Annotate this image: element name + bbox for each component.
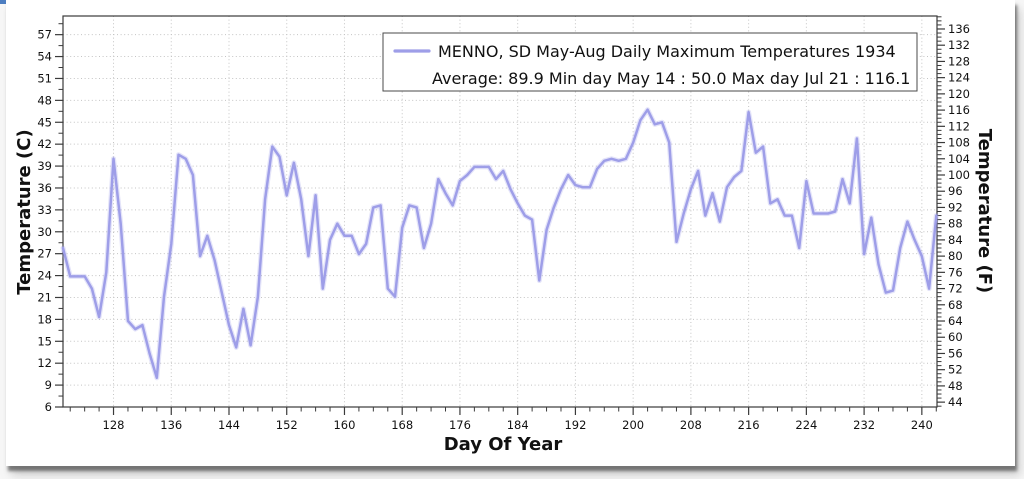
temperature-series-glow <box>60 107 939 381</box>
y-tick-label-f: 104 <box>948 152 970 166</box>
y-tick-label-c: 51 <box>37 71 52 85</box>
y-tick-label-c: 30 <box>37 225 52 239</box>
x-tick-label: 184 <box>507 418 529 432</box>
x-tick-label: 160 <box>333 418 355 432</box>
x-tick-label: 144 <box>218 418 240 432</box>
x-tick-label: 192 <box>564 418 586 432</box>
y-tick-label-f: 52 <box>948 363 963 377</box>
y-tick-label-f: 108 <box>948 136 970 150</box>
y-tick-label-c: 12 <box>37 356 52 370</box>
y-tick-label-f: 124 <box>948 71 970 85</box>
x-tick-label: 200 <box>622 418 644 432</box>
x-axis-title: Day Of Year <box>444 434 563 455</box>
x-tick-label: 240 <box>911 418 933 432</box>
y-tick-label-f: 92 <box>948 200 963 214</box>
axis-ticks <box>55 16 945 415</box>
y-tick-label-f: 76 <box>948 265 963 279</box>
y-tick-label-f: 56 <box>948 346 963 360</box>
y-tick-label-f: 68 <box>948 298 963 312</box>
y-tick-label-c: 27 <box>37 247 52 261</box>
y-tick-label-c: 9 <box>45 378 52 392</box>
y-tick-label-f: 60 <box>948 330 963 344</box>
y-axis-title-left: Temperature (C) <box>14 129 35 294</box>
x-tick-label: 216 <box>738 418 760 432</box>
y-tick-label-f: 88 <box>948 217 963 231</box>
y-tick-label-c: 18 <box>37 312 52 326</box>
y-tick-label-f: 116 <box>948 103 970 117</box>
y-axis-title-right: Temperature (F) <box>974 129 995 294</box>
data-line <box>60 107 939 381</box>
y-tick-label-c: 57 <box>37 28 52 42</box>
axis-tick-labels: 128 136 144 152 160 168 176 184 192 200 208 216 224 2… <box>37 22 970 432</box>
x-tick-label: 152 <box>276 418 298 432</box>
y-tick-label-c: 6 <box>45 400 52 414</box>
y-tick-label-c: 45 <box>37 115 52 129</box>
legend-box <box>382 32 918 92</box>
y-tick-label-f: 48 <box>948 379 963 393</box>
x-tick-label: 232 <box>853 418 875 432</box>
y-tick-label-f: 44 <box>948 395 963 409</box>
y-tick-label-f: 128 <box>948 54 970 68</box>
y-tick-label-f: 132 <box>948 38 970 52</box>
temperature-series <box>61 108 938 380</box>
y-tick-label-c: 42 <box>37 137 52 151</box>
y-tick-label-c: 15 <box>37 334 52 348</box>
y-tick-label-c: 21 <box>37 290 52 304</box>
y-tick-label-f: 96 <box>948 184 963 198</box>
y-tick-label-f: 120 <box>948 87 970 101</box>
y-tick-label-c: 54 <box>37 50 52 64</box>
x-tick-label: 136 <box>160 418 182 432</box>
y-tick-label-f: 112 <box>948 119 970 133</box>
y-tick-label-c: 33 <box>37 203 52 217</box>
y-tick-label-f: 80 <box>948 249 963 263</box>
y-tick-label-c: 36 <box>37 181 52 195</box>
x-tick-label: 176 <box>449 418 471 432</box>
legend: MENNO, SD May-Aug Daily Maximum Temperat… <box>382 32 918 92</box>
y-tick-label-f: 72 <box>948 282 963 296</box>
chart-card: 128 136 144 152 160 168 176 184 192 200 208 216 224 2… <box>6 0 1015 466</box>
y-tick-label-c: 24 <box>37 269 52 283</box>
temperature-line-chart: 128 136 144 152 160 168 176 184 192 200 208 216 224 2… <box>14 15 995 455</box>
x-tick-label: 128 <box>103 418 125 432</box>
y-tick-label-f: 136 <box>948 22 970 36</box>
y-tick-label-c: 39 <box>37 159 52 173</box>
x-tick-label: 168 <box>391 418 413 432</box>
legend-stats-label: Average: 89.9 Min day May 14 : 50.0 Max … <box>432 69 910 88</box>
x-tick-label: 224 <box>795 418 817 432</box>
legend-series-label: MENNO, SD May-Aug Daily Maximum Temperat… <box>438 42 896 61</box>
x-tick-label: 208 <box>680 418 702 432</box>
y-tick-label-f: 100 <box>948 168 970 182</box>
y-tick-label-f: 64 <box>948 314 963 328</box>
y-tick-label-f: 84 <box>948 233 963 247</box>
y-tick-label-c: 48 <box>37 93 52 107</box>
